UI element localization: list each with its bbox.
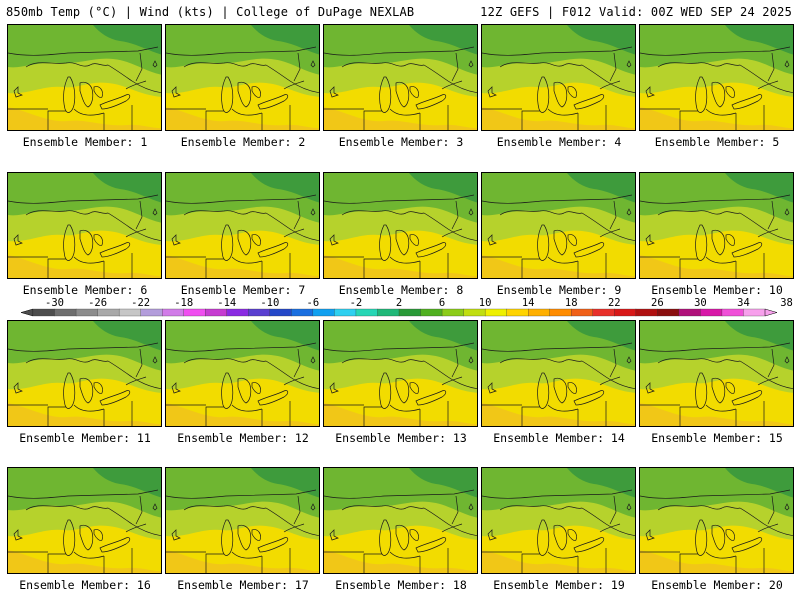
colorbar-segment: [205, 308, 228, 317]
colorbar-segment: [420, 308, 443, 317]
colorbar-segment: [549, 308, 572, 317]
colorbar-segment: [743, 308, 766, 317]
temperature-colorbar: -30 -26 -22 -18 -14 -10 -6 -2 2 6 10 14 18 22 26 30 34 38…: [20, 297, 793, 317]
ensemble-map-panel: [639, 320, 794, 427]
ensemble-map-panel: [323, 467, 478, 574]
ensemble-member-caption: Ensemble Member: 1: [22, 135, 148, 149]
colorbar-segment: [162, 308, 185, 317]
colorbar-tick-label: 34: [737, 297, 750, 309]
ensemble-map-panel: [7, 320, 162, 427]
colorbar-tick-label: 6: [439, 297, 445, 309]
colorbar-segment: [140, 308, 163, 317]
colorbar-segment: [614, 308, 637, 317]
colorbar-tick-label: 14: [522, 297, 535, 309]
ensemble-member-caption: Ensemble Member: 13: [335, 431, 467, 445]
colorbar-tick-label: -26: [88, 297, 107, 309]
ensemble-member-caption: Ensemble Member: 11: [19, 431, 151, 445]
colorbar-segment: [506, 308, 529, 317]
colorbar-tick-label: 10: [479, 297, 492, 309]
colorbar-segment: [355, 308, 378, 317]
colorbar-segment: [657, 308, 680, 317]
ensemble-map-panel: [639, 467, 794, 574]
run-info: 12Z GEFS | F012 Valid: 00Z WED SEP 24 20…: [480, 5, 792, 19]
ensemble-map-panel: [165, 467, 320, 574]
colorbar-segment: [571, 308, 594, 317]
ensemble-map-panel: [323, 24, 478, 131]
colorbar-segment: [183, 308, 206, 317]
ensemble-member-caption: Ensemble Member: 20: [651, 578, 783, 592]
colorbar-tick-label: -6: [307, 297, 320, 309]
ensemble-member-caption: Ensemble Member: 9: [496, 283, 622, 297]
colorbar-tick-label: 22: [608, 297, 621, 309]
ensemble-map-panel: [7, 467, 162, 574]
colorbar-segment: [463, 308, 486, 317]
colorbar-tick-label: 2: [396, 297, 402, 309]
ensemble-map-panel: [481, 172, 636, 279]
colorbar-tick-label: -18: [174, 297, 193, 309]
map-title: 850mb Temp (°C) | Wind (kts) | College o…: [6, 5, 415, 19]
colorbar-tick-label: -10: [260, 297, 279, 309]
colorbar-segment: [75, 308, 99, 317]
ensemble-member-caption: Ensemble Member: 17: [177, 578, 309, 592]
colorbar-segment: [226, 308, 249, 317]
colorbar-segment: [54, 308, 77, 317]
ensemble-member-caption: Ensemble Member: 15: [651, 431, 783, 445]
colorbar-segment: [97, 308, 120, 317]
ensemble-map-panel: [481, 320, 636, 427]
ensemble-member-caption: Ensemble Member: 14: [493, 431, 625, 445]
colorbar-tick-label: 30: [694, 297, 707, 309]
ensemble-member-caption: Ensemble Member: 18: [335, 578, 467, 592]
colorbar-segment: [721, 308, 744, 317]
ensemble-map-panel: [165, 320, 320, 427]
ensemble-map-panel: [7, 24, 162, 131]
colorbar-tick-label: -30: [45, 297, 64, 309]
ensemble-map-panel: [481, 24, 636, 131]
ensemble-map-panel: [165, 24, 320, 131]
colorbar-segment: [441, 308, 465, 317]
ensemble-map-panel: [165, 172, 320, 279]
ensemble-map-panel: [323, 172, 478, 279]
ensemble-member-caption: Ensemble Member: 12: [177, 431, 309, 445]
colorbar-low-arrow: [20, 308, 34, 317]
colorbar-segment: [377, 308, 400, 317]
colorbar-segment: [592, 308, 615, 317]
ensemble-member-caption: Ensemble Member: 5: [654, 135, 780, 149]
colorbar-high-arrow: [764, 308, 778, 317]
colorbar-tick-label: 18: [565, 297, 578, 309]
colorbar-segment: [398, 308, 421, 317]
colorbar-segment: [334, 308, 357, 317]
colorbar-tick-label: 38: [780, 297, 793, 309]
colorbar-segment: [291, 308, 314, 317]
colorbar-segment: [32, 308, 55, 317]
colorbar-segment: [700, 308, 723, 317]
colorbar-segment: [678, 308, 701, 317]
ensemble-member-caption: Ensemble Member: 16: [19, 578, 151, 592]
colorbar-segment: [118, 308, 142, 317]
ensemble-member-caption: Ensemble Member: 10: [651, 283, 783, 297]
ensemble-member-caption: Ensemble Member: 19: [493, 578, 625, 592]
colorbar-tick-label: -2: [350, 297, 363, 309]
colorbar-segment: [528, 308, 551, 317]
ensemble-map-panel: [639, 24, 794, 131]
colorbar-segment: [484, 308, 508, 317]
colorbar-segment: [248, 308, 271, 317]
colorbar-tick-label: -14: [217, 297, 236, 309]
ensemble-member-caption: Ensemble Member: 6: [22, 283, 148, 297]
colorbar-segment: [269, 308, 292, 317]
ensemble-member-caption: Ensemble Member: 3: [338, 135, 464, 149]
ensemble-member-caption: Ensemble Member: 7: [180, 283, 306, 297]
colorbar-segment: [312, 308, 335, 317]
ensemble-member-caption: Ensemble Member: 2: [180, 135, 306, 149]
colorbar-tick-label: -22: [131, 297, 150, 309]
colorbar-segment: [635, 308, 658, 317]
ensemble-map-panel: [7, 172, 162, 279]
ensemble-map-panel: [639, 172, 794, 279]
ensemble-member-caption: Ensemble Member: 8: [338, 283, 464, 297]
ensemble-map-panel: [323, 320, 478, 427]
colorbar-tick-label: 26: [651, 297, 664, 309]
ensemble-map-panel: [481, 467, 636, 574]
ensemble-member-caption: Ensemble Member: 4: [496, 135, 622, 149]
